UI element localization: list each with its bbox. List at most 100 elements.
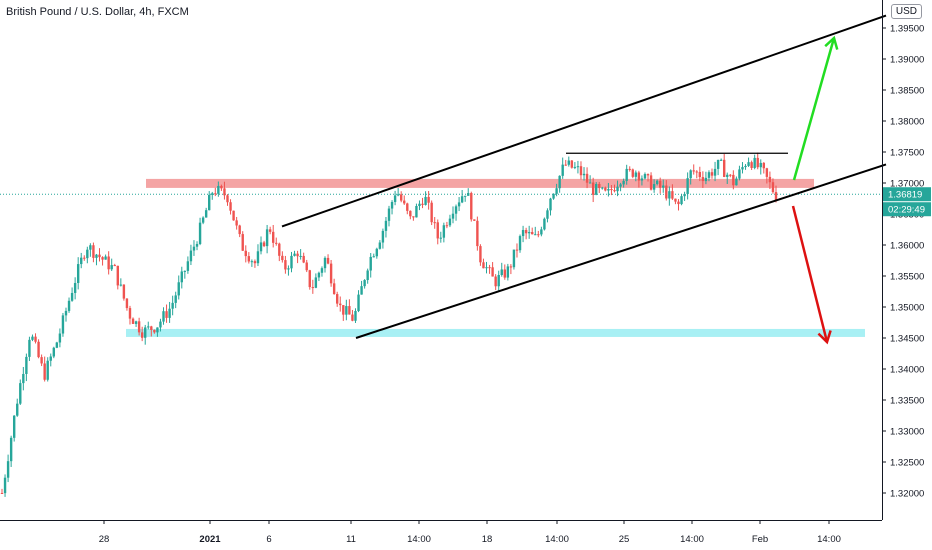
candle-body xyxy=(418,203,421,207)
candle-body xyxy=(595,183,598,195)
candle-body xyxy=(524,229,528,234)
candle-body xyxy=(360,286,363,295)
candle-body xyxy=(509,266,513,268)
candle-body xyxy=(631,169,634,177)
candle-body xyxy=(168,308,171,318)
price-tick-label: 1.33000 xyxy=(890,427,924,438)
candle-body xyxy=(95,254,98,258)
candle-body xyxy=(293,253,296,256)
candle-body xyxy=(445,225,449,227)
candle-body xyxy=(576,166,580,168)
candle-body xyxy=(265,229,269,247)
candle-body xyxy=(232,210,235,221)
price-tick-label: 1.32500 xyxy=(890,458,924,469)
candle-body xyxy=(448,218,452,226)
candle-body xyxy=(296,253,299,257)
candle-body xyxy=(759,162,762,168)
time-axis: 28 2021 6 11 14:00 18 14:00 25 14:00 Feb 14:00 xyxy=(0,520,882,545)
candle-body xyxy=(244,250,247,257)
candle-body xyxy=(159,321,162,328)
candle-body xyxy=(390,201,394,209)
candle-body xyxy=(290,255,293,269)
candle-body xyxy=(707,172,711,178)
candle-body xyxy=(640,178,644,181)
candle-body xyxy=(570,160,574,168)
candle-body xyxy=(467,193,470,196)
candle-body xyxy=(406,203,409,211)
candle-body xyxy=(716,159,720,169)
candle-body xyxy=(119,284,123,286)
candle-body xyxy=(317,272,321,278)
candle-body xyxy=(198,222,202,244)
candle-body xyxy=(211,193,214,195)
candle-body xyxy=(591,182,595,195)
candle-body xyxy=(147,326,150,328)
candle-body xyxy=(695,171,698,173)
candle-body xyxy=(637,172,641,181)
candle-body xyxy=(470,193,473,220)
candle-body xyxy=(12,415,16,438)
candle-body xyxy=(335,294,339,304)
candle-body xyxy=(662,185,665,188)
candle-body xyxy=(598,183,601,189)
drawings xyxy=(281,14,887,345)
candle-body xyxy=(220,185,223,189)
candle-body xyxy=(561,164,564,176)
candle-body xyxy=(229,202,232,211)
candle-body xyxy=(192,246,196,251)
candle-body xyxy=(125,298,129,309)
candle-body xyxy=(171,302,174,309)
currency-button[interactable]: USD xyxy=(890,4,922,19)
candle-body xyxy=(439,237,443,239)
candle-body xyxy=(738,169,741,179)
price-tick-label: 1.35000 xyxy=(890,303,924,314)
candle-body xyxy=(201,217,205,223)
candle-body xyxy=(546,210,549,219)
candle-body xyxy=(323,257,327,269)
candle-body xyxy=(479,246,482,263)
candle-body xyxy=(436,222,439,239)
candle-body xyxy=(326,257,330,264)
candle-body xyxy=(689,170,692,179)
candle-body xyxy=(503,269,506,278)
candle-body xyxy=(250,261,254,263)
candle-body xyxy=(58,333,62,343)
candle-body xyxy=(451,213,455,219)
candle-body xyxy=(683,193,686,197)
candle-body xyxy=(345,306,348,315)
candle-body xyxy=(302,255,305,263)
candle-body xyxy=(351,314,354,321)
zones xyxy=(0,178,882,337)
candle-body xyxy=(412,216,415,218)
candle-body xyxy=(774,192,778,201)
candle-body xyxy=(726,174,729,177)
candle-body xyxy=(485,267,488,269)
candle-body xyxy=(531,232,534,235)
candle-body xyxy=(67,300,71,311)
candle-body xyxy=(747,162,750,166)
candle-body xyxy=(463,195,467,197)
candle-body xyxy=(153,329,156,333)
candle-body xyxy=(582,173,586,176)
countdown-label: 02:29:49 xyxy=(888,205,925,216)
time-tick-label: 14:00 xyxy=(407,534,431,545)
candle-body xyxy=(409,210,412,217)
price-tick-label: 1.39500 xyxy=(890,24,924,35)
price-tick-label: 1.39000 xyxy=(890,55,924,66)
candle-body xyxy=(460,196,464,203)
candle-body xyxy=(610,189,613,191)
candle-body xyxy=(76,264,80,283)
candle-body xyxy=(31,336,34,340)
candle-body xyxy=(308,270,311,288)
candle-body xyxy=(34,336,37,342)
candle-body xyxy=(735,178,738,186)
candle-body xyxy=(527,232,531,234)
candle-body xyxy=(622,180,625,185)
candle-body xyxy=(399,194,403,201)
candle-body xyxy=(247,256,251,262)
candle-body xyxy=(677,201,680,205)
time-tick-label: 18 xyxy=(482,534,493,545)
candle-body xyxy=(671,191,674,199)
candle-body xyxy=(342,305,345,315)
